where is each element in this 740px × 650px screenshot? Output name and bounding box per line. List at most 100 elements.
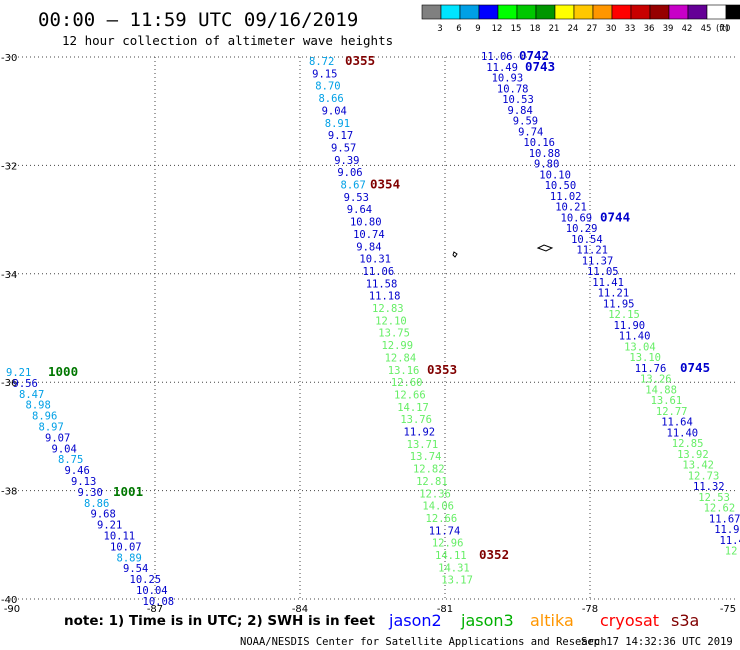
swh-value: 12.66 — [426, 513, 458, 525]
swh-value: 8.72 — [309, 56, 334, 68]
swh-value: 10.04 — [136, 585, 168, 597]
swh-value: 11.49 — [486, 62, 518, 74]
swh-value: 8.47 — [19, 389, 44, 401]
colorbar-tick-label: 27 — [587, 24, 598, 34]
colorbar-tick-label: 70 — [720, 24, 731, 34]
timestamp-text: Sep 17 14:32:36 UTC 2019 — [581, 636, 733, 648]
colorbar-bin — [668, 4, 689, 20]
swh-value: 9.04 — [52, 443, 77, 455]
swh-value: 11.41 — [592, 277, 624, 289]
time-label: 0743 — [525, 59, 555, 74]
colorbar-bin — [459, 4, 480, 20]
swh-value: 13.92 — [677, 449, 709, 461]
swh-value: 9.07 — [45, 432, 70, 444]
swh-value: 8.91 — [325, 118, 350, 130]
swh-value: 11.18 — [369, 291, 401, 303]
satellite-legend: jason2 jason3 altika cryosat s3a — [388, 611, 699, 630]
swh-value: 11.21 — [598, 288, 630, 300]
swh-value: 9.15 — [312, 68, 337, 80]
swh-value: 14.06 — [422, 501, 454, 513]
swh-value: 8.89 — [117, 552, 142, 564]
swh-value: 10.11 — [104, 531, 136, 543]
swh-value: 12.85 — [672, 438, 704, 450]
swh-value: 13.17 — [441, 575, 473, 587]
swh-value: 13.16 — [388, 365, 420, 377]
swh-value: 8.75 — [58, 454, 83, 466]
colorbar-tick-label: 6 — [456, 24, 461, 34]
lon-tick-label: -84 — [292, 604, 308, 615]
time-label: 0745 — [680, 360, 710, 375]
page-title: 00:00 – 11:59 UTC 09/16/2019 — [38, 9, 358, 31]
colorbar-bin — [630, 4, 651, 20]
swh-value: 12.99 — [381, 340, 413, 352]
lat-tick-label: -40 — [1, 595, 17, 606]
swh-value: 10.50 — [545, 180, 577, 192]
swh-value: 10.31 — [359, 254, 391, 266]
swh-value: 12.53 — [698, 492, 730, 504]
swh-value: 13.71 — [407, 439, 439, 451]
time-label: 1000 — [48, 364, 78, 379]
colorbar-bin — [497, 4, 518, 20]
swh-value: 11.92 — [404, 427, 436, 439]
swh-value: 11.4 — [720, 535, 740, 547]
swh-value: 10.21 — [555, 202, 587, 214]
satellite-legend-altika: altika — [530, 611, 574, 630]
footer-note: note: 1) Time is in UTC; 2) SWH is in fe… — [64, 613, 375, 629]
colorbar-tick-label: 24 — [568, 24, 579, 34]
swh-value: 11.40 — [667, 427, 699, 439]
swh-value: 13.61 — [651, 395, 683, 407]
lon-tick-label: -78 — [582, 604, 598, 615]
swh-value: 11.37 — [582, 255, 614, 267]
swh-value: 11.95 — [603, 298, 635, 310]
swh-value: 12.62 — [704, 503, 736, 515]
swh-value: 8.86 — [84, 498, 109, 510]
time-label: 0355 — [345, 53, 375, 68]
swh-value: 13.42 — [682, 460, 714, 472]
island-shape — [452, 251, 458, 258]
swh-value: 12.82 — [413, 464, 445, 476]
colorbar-tick-label: 30 — [606, 24, 617, 34]
swh-value: 11.06 — [481, 51, 513, 63]
track-right: 11.0611.4910.9310.7810.539.849.599.7410.… — [481, 48, 740, 558]
swh-value: 9.80 — [534, 159, 559, 171]
swh-value: 14.88 — [645, 384, 677, 396]
track-left: 9.219.568.478.988.968.979.079.048.759.46… — [6, 364, 174, 608]
colorbar-bin — [516, 4, 537, 20]
swh-value: 8.96 — [32, 411, 57, 423]
track-middle: 8.729.158.708.669.048.919.179.579.399.06… — [309, 53, 509, 587]
swh-value: 11.21 — [576, 245, 608, 257]
swh-value: 9.04 — [322, 105, 347, 117]
swh-value: 10.88 — [529, 148, 561, 160]
swh-value: 12 — [725, 546, 738, 558]
swh-value: 11.76 — [635, 363, 667, 375]
swh-value: 12.84 — [385, 352, 417, 364]
swh-value: 14.17 — [397, 402, 429, 414]
swh-value: 11.9 — [714, 524, 739, 536]
swh-value: 12.73 — [688, 470, 720, 482]
swh-value: 12.10 — [375, 315, 407, 327]
colorbar-tick-label: 45 — [701, 24, 712, 34]
time-label: 0352 — [479, 547, 509, 562]
swh-value: 13.04 — [624, 341, 656, 353]
colorbar-bin — [573, 4, 594, 20]
island-outlines — [452, 244, 554, 258]
lat-tick-label: -32 — [1, 161, 17, 172]
colorbar-bin — [535, 4, 556, 20]
swh-value: 13.74 — [410, 451, 442, 463]
satellite-legend-jason2: jason2 — [388, 611, 442, 630]
map-axes: -90 -87 -84 -81 -78 -75 -30 -32 -34 -36 -38 -40 — [1, 53, 736, 615]
time-label: 0744 — [600, 209, 630, 224]
time-label: 0353 — [427, 362, 457, 377]
lon-tick-label: -81 — [437, 604, 453, 615]
swh-value: 9.54 — [123, 563, 148, 575]
swh-value: 13.26 — [640, 374, 672, 386]
lon-tick-label: -75 — [720, 604, 736, 615]
swh-value: 14.31 — [438, 562, 470, 574]
swh-value: 9.56 — [13, 378, 38, 390]
swh-value: 11.90 — [614, 320, 646, 332]
swh-value: 10.16 — [523, 137, 555, 149]
swh-value: 10.78 — [497, 83, 529, 95]
swh-value: 10.25 — [130, 574, 162, 586]
island-shape — [536, 244, 554, 252]
